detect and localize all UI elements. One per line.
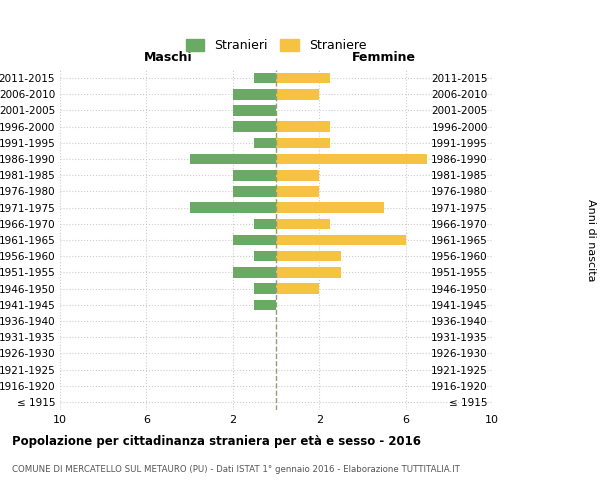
Bar [190,202,276,213]
Text: Anni di nascita: Anni di nascita [586,198,596,281]
Bar [276,138,330,148]
Bar [276,251,341,262]
Bar [276,284,319,294]
Bar [233,267,276,278]
Bar [233,105,276,116]
Text: Popolazione per cittadinanza straniera per età e sesso - 2016: Popolazione per cittadinanza straniera p… [12,435,421,448]
Bar [233,170,276,180]
Bar [276,267,341,278]
Text: Femmine: Femmine [352,50,416,64]
Text: Maschi: Maschi [143,50,193,64]
Bar [276,186,319,196]
Bar [276,154,427,164]
Bar [254,284,276,294]
Text: COMUNE DI MERCATELLO SUL METAURO (PU) - Dati ISTAT 1° gennaio 2016 - Elaborazion: COMUNE DI MERCATELLO SUL METAURO (PU) - … [12,465,460,474]
Bar [276,234,406,246]
Bar [276,170,319,180]
Bar [233,122,276,132]
Bar [254,73,276,84]
Bar [233,89,276,100]
Bar [276,218,330,229]
Bar [190,154,276,164]
Bar [254,300,276,310]
Bar [254,218,276,229]
Legend: Stranieri, Straniere: Stranieri, Straniere [182,36,370,56]
Bar [276,73,330,84]
Bar [254,138,276,148]
Bar [233,234,276,246]
Bar [233,186,276,196]
Bar [276,89,319,100]
Bar [254,251,276,262]
Bar [276,202,384,213]
Bar [276,122,330,132]
